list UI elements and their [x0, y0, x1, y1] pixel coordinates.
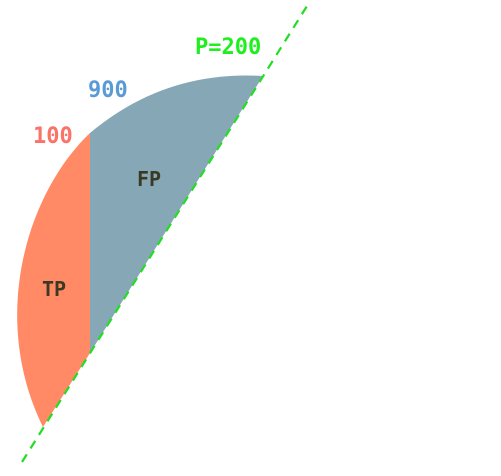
fp-region-label: FP [137, 167, 161, 191]
tp-region-label: TP [42, 277, 66, 301]
fp-count-label: 900 [88, 78, 128, 103]
threshold-label: P=200 [195, 35, 261, 60]
tp-region [17, 133, 90, 427]
tp-count-label: 100 [33, 124, 73, 149]
threshold-line [21, 5, 308, 463]
